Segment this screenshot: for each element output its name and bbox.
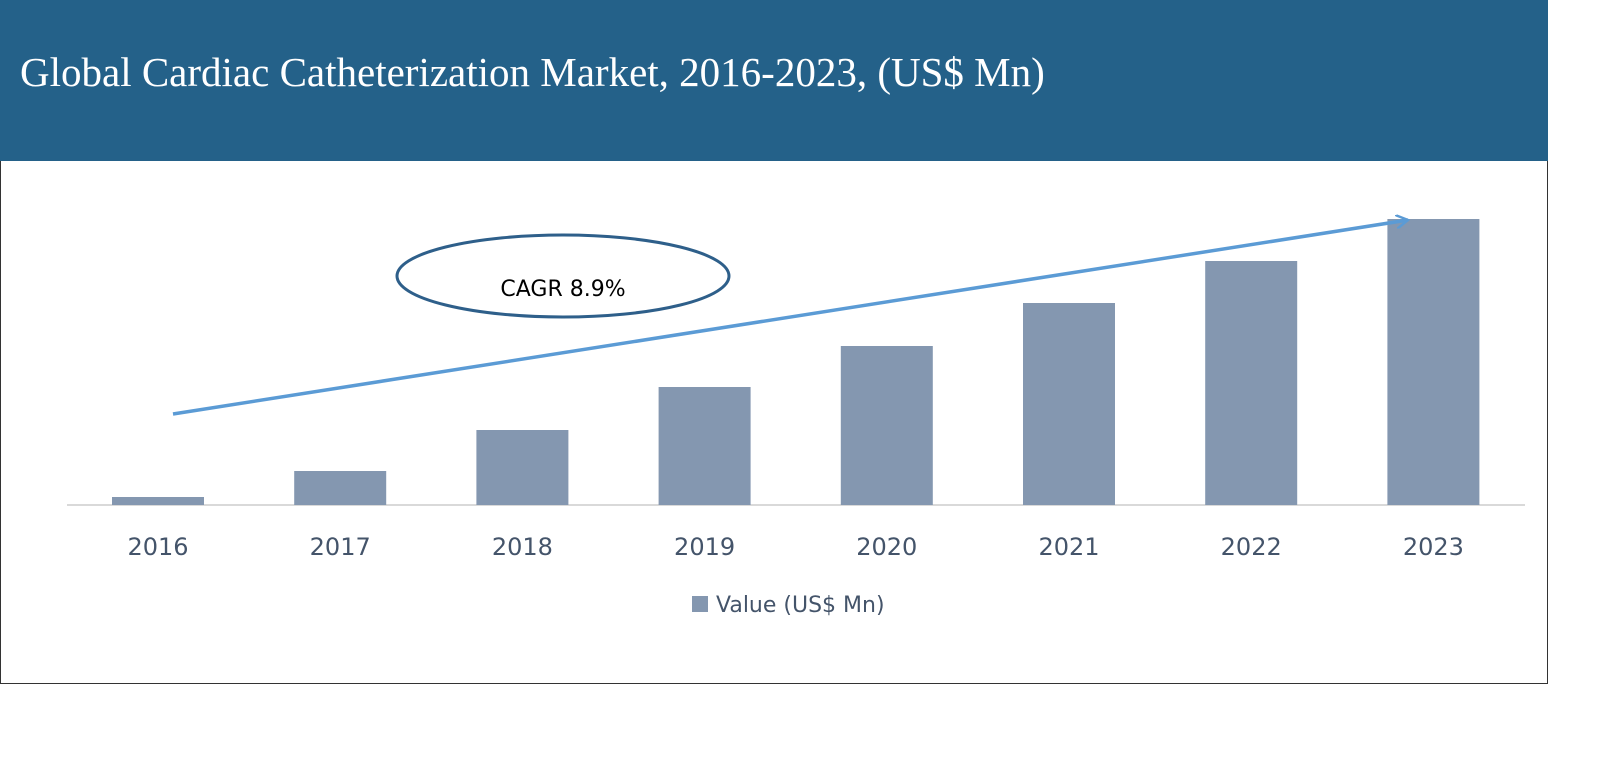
x-tick-label: 2021: [1038, 533, 1099, 561]
x-tick-label: 2019: [674, 533, 735, 561]
title-banner: Global Cardiac Catheterization Market, 2…: [0, 0, 1548, 161]
bar-2019: [658, 387, 751, 505]
x-tick-label: 2023: [1403, 533, 1464, 561]
growth-arrow: [172, 220, 1408, 416]
chart-title: Global Cardiac Catheterization Market, 2…: [20, 49, 1045, 95]
bar-2017: [294, 471, 387, 505]
bar-2023: [1387, 219, 1480, 505]
cagr-ellipse: [395, 233, 731, 319]
bar-2016: [112, 497, 204, 505]
cagr-label: CAGR 8.9%: [500, 277, 625, 302]
bar-2021: [1023, 303, 1115, 505]
x-tick-label: 2018: [492, 533, 553, 561]
legend-label: Value (US$ Mn): [716, 593, 885, 618]
x-tick-label: 2020: [856, 533, 917, 561]
bar-2020: [840, 346, 933, 505]
x-tick-label: 2016: [127, 533, 188, 561]
bar-2018: [476, 430, 569, 505]
bar-2022: [1205, 261, 1298, 505]
legend-swatch: [692, 596, 708, 612]
x-tick-label: 2017: [310, 533, 371, 561]
x-tick-label: 2022: [1221, 533, 1282, 561]
